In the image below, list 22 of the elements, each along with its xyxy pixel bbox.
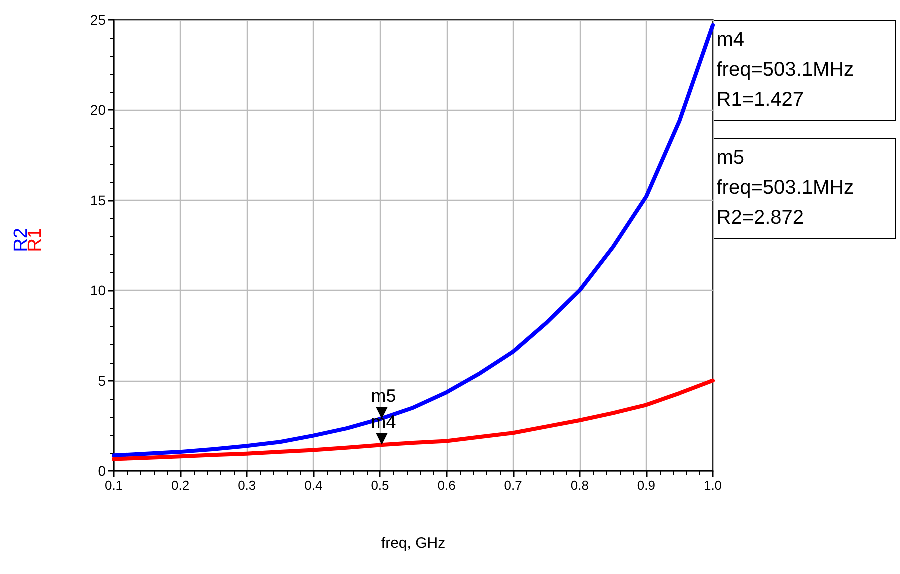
x-tick-label: 1.0 — [704, 478, 722, 493]
text: m4 freq=503.1MHz R1=1.427 — [716, 28, 854, 111]
x-tick-label: 0.6 — [438, 478, 456, 493]
line-series — [112, 23, 715, 458]
x-tick-label: 0.4 — [304, 478, 323, 493]
y-tick-label: 15 — [90, 192, 106, 208]
x-tick-label: 0.1 — [104, 478, 124, 493]
x-tick-label: 0.3 — [238, 478, 256, 493]
y-tick-label: 10 — [90, 282, 106, 299]
x-tick-label: 0.9 — [637, 478, 656, 493]
x-axis-title: freq, GHz — [381, 535, 446, 552]
x-tick-label: 0.7 — [504, 478, 522, 493]
y-tick-label: 25 — [90, 12, 106, 28]
y-tick-label: 20 — [90, 102, 106, 118]
x-tick-label: 0.2 — [172, 478, 190, 493]
y-tick-label: 0 — [98, 463, 106, 479]
x-tick-label: 0.8 — [570, 478, 589, 493]
annotation: m5 — [371, 386, 396, 406]
line-series — [112, 378, 715, 462]
x-tick-label: 0.5 — [371, 478, 390, 493]
y-tick-label: 5 — [98, 372, 106, 389]
text: m5 freq=503.1MHz R2=2.872 — [716, 146, 854, 229]
